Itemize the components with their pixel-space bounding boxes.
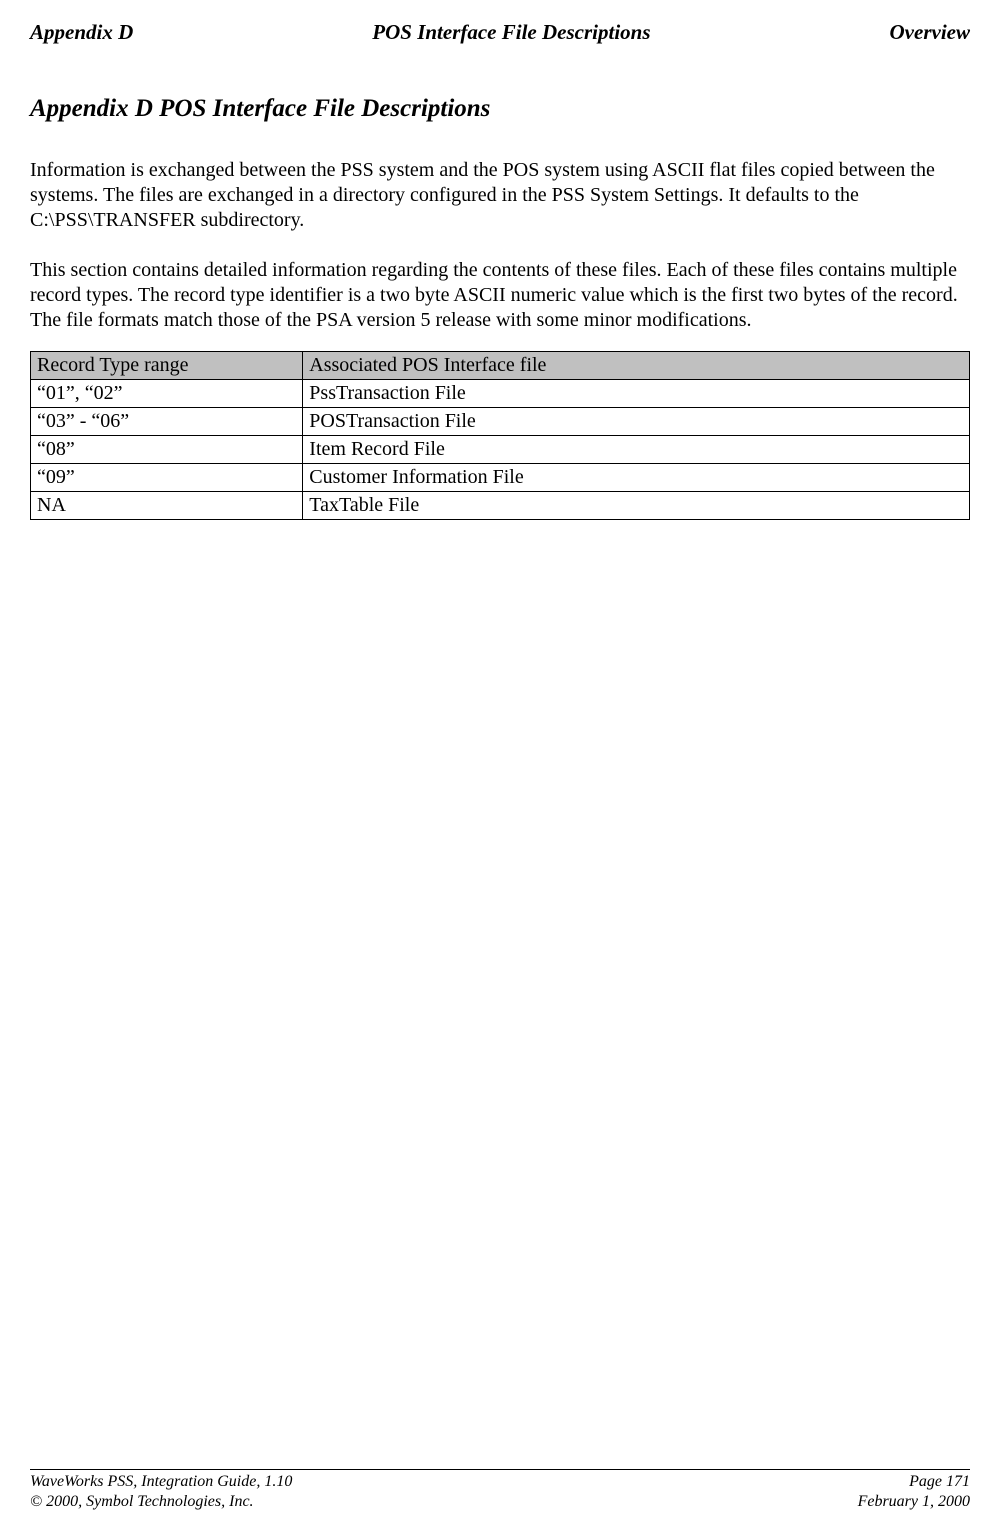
table-cell: “03” - “06”	[31, 408, 303, 436]
table-cell: POSTransaction File	[303, 408, 970, 436]
footer-left: WaveWorks PSS, Integration Guide, 1.10 ©…	[30, 1472, 292, 1512]
table-cell: PssTransaction File	[303, 380, 970, 408]
table-row: NA TaxTable File	[31, 492, 970, 520]
table-header-cell: Associated POS Interface file	[303, 352, 970, 380]
table-row: “08” Item Record File	[31, 436, 970, 464]
table-row: “09” Customer Information File	[31, 464, 970, 492]
footer-left-line-2: © 2000, Symbol Technologies, Inc.	[30, 1493, 254, 1510]
table-row: “01”, “02” PssTransaction File	[31, 380, 970, 408]
footer-right-line-2: February 1, 2000	[858, 1493, 970, 1510]
table-row: “03” - “06” POSTransaction File	[31, 408, 970, 436]
page-header: Appendix D POS Interface File Descriptio…	[30, 20, 970, 45]
section-title: Appendix D POS Interface File Descriptio…	[30, 95, 970, 123]
header-left: Appendix D	[30, 20, 133, 45]
table-cell: NA	[31, 492, 303, 520]
page: Appendix D POS Interface File Descriptio…	[0, 0, 1000, 1532]
table-cell: TaxTable File	[303, 492, 970, 520]
record-type-table: Record Type range Associated POS Interfa…	[30, 351, 970, 520]
table-cell: Customer Information File	[303, 464, 970, 492]
table-header-cell: Record Type range	[31, 352, 303, 380]
footer-left-line-1: WaveWorks PSS, Integration Guide, 1.10	[30, 1473, 292, 1490]
header-center: POS Interface File Descriptions	[372, 20, 650, 45]
footer-right: Page 171 February 1, 2000	[858, 1472, 970, 1512]
table-cell: “08”	[31, 436, 303, 464]
table-cell: Item Record File	[303, 436, 970, 464]
table-cell: “01”, “02”	[31, 380, 303, 408]
intro-paragraph-3: The file formats match those of the PSA …	[30, 308, 970, 333]
intro-paragraph-2: This section contains detailed informati…	[30, 258, 970, 308]
table-cell: “09”	[31, 464, 303, 492]
intro-paragraph-1: Information is exchanged between the PSS…	[30, 158, 970, 233]
table-header-row: Record Type range Associated POS Interfa…	[31, 352, 970, 380]
header-right: Overview	[890, 20, 970, 45]
footer-right-line-1: Page 171	[909, 1473, 970, 1490]
page-footer: WaveWorks PSS, Integration Guide, 1.10 ©…	[30, 1469, 970, 1512]
